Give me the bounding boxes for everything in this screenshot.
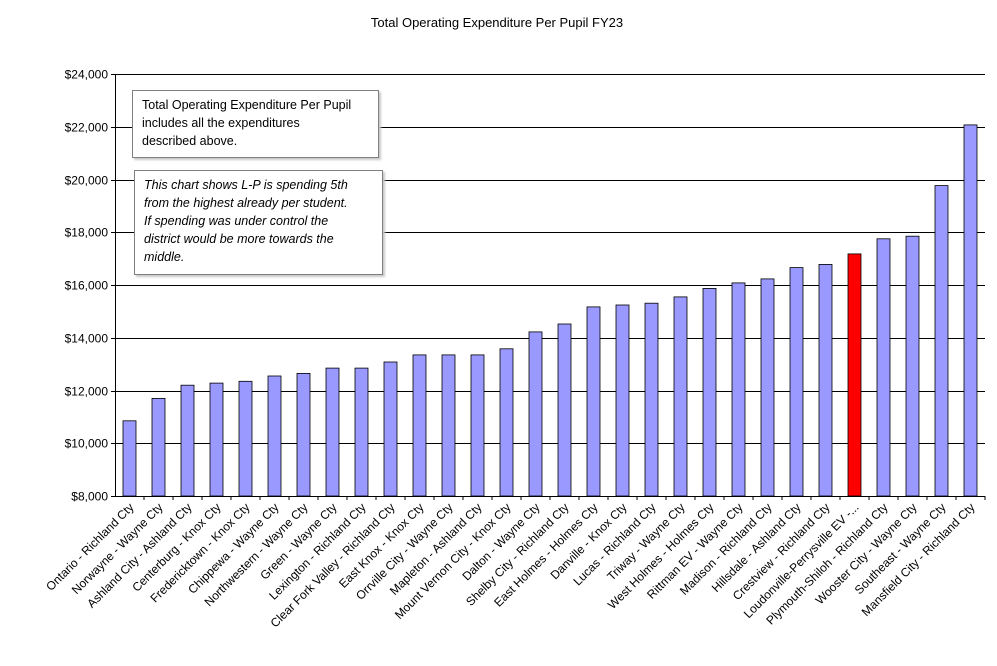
y-tick-label: $14,000 <box>65 332 109 346</box>
bar <box>412 354 427 497</box>
bar <box>586 306 601 497</box>
bar <box>847 253 862 497</box>
y-tick-label: $8,000 <box>71 490 108 504</box>
bar <box>296 372 311 497</box>
bar <box>441 354 456 497</box>
bar <box>760 278 775 497</box>
annotation-line: described above. <box>142 134 238 148</box>
bar <box>470 354 485 497</box>
annotation-line: Total Operating Expenditure Per Pupil <box>142 98 352 112</box>
bars <box>122 124 978 497</box>
annotation-line: from the highest already per student. <box>144 196 348 210</box>
bar <box>876 238 891 497</box>
bar <box>528 331 543 497</box>
y-tick-label: $22,000 <box>65 121 109 135</box>
bar <box>325 367 340 497</box>
y-tick-label: $18,000 <box>65 226 109 240</box>
annotation-box-commentary: This chart shows L-P is spending 5th fro… <box>134 170 383 275</box>
bar <box>267 375 282 497</box>
bar <box>615 304 630 497</box>
y-tick-label: $24,000 <box>65 68 109 82</box>
y-tick-label: $10,000 <box>65 437 109 451</box>
bar <box>644 302 659 497</box>
annotation-line: middle. <box>144 250 185 264</box>
bar <box>905 235 920 497</box>
annotation-line: This chart shows L-P is spending 5th <box>144 178 348 192</box>
y-axis-tick-labels: $8,000 $10,000 $12,000 $14,000 $16,000 $18,00… <box>65 68 109 504</box>
bar <box>934 185 949 497</box>
bar <box>789 267 804 497</box>
bar <box>731 282 746 497</box>
annotation-line: includes all the expenditures <box>142 116 300 130</box>
bar <box>963 124 978 497</box>
bar <box>354 367 369 497</box>
axes <box>111 74 986 500</box>
bar <box>209 382 224 497</box>
bar <box>557 323 572 497</box>
y-tick-label: $16,000 <box>65 279 109 293</box>
annotation-box-definition: Total Operating Expenditure Per Pupil in… <box>132 90 379 158</box>
chart-title: Total Operating Expenditure Per Pupil FY… <box>371 15 623 30</box>
bar <box>818 263 833 497</box>
annotation-line: district would be more towards the <box>144 232 334 246</box>
bar <box>702 287 717 497</box>
bar <box>238 380 253 497</box>
bar <box>122 420 137 497</box>
bar <box>383 361 398 497</box>
bar <box>499 348 514 497</box>
y-tick-label: $20,000 <box>65 174 109 188</box>
annotation-line: If spending was under control the <box>144 214 329 228</box>
y-tick-label: $12,000 <box>65 385 109 399</box>
bar <box>180 384 195 497</box>
bar <box>151 397 166 497</box>
bar <box>673 296 688 497</box>
